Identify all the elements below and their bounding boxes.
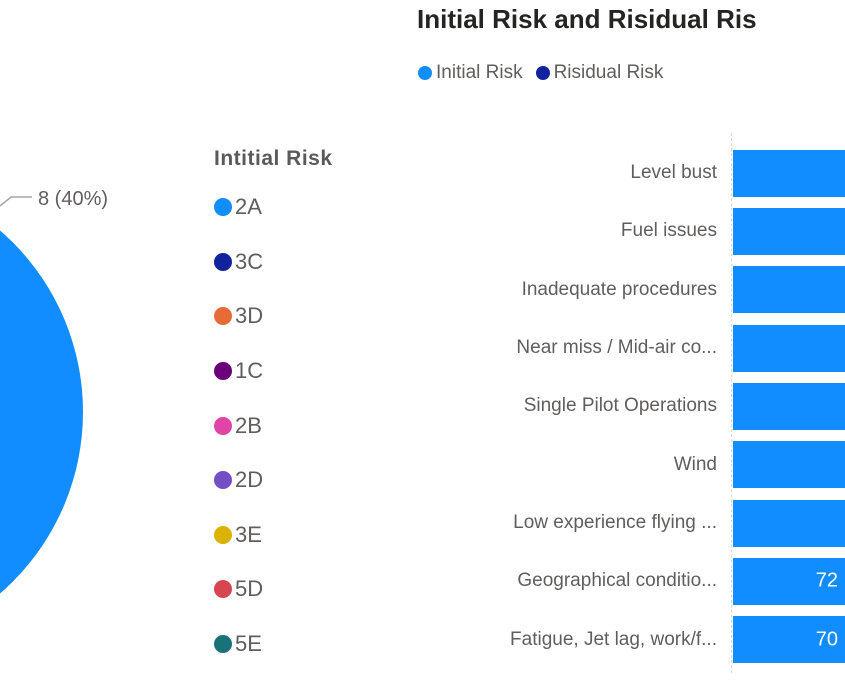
pie-legend-item-label: 1C (235, 358, 264, 384)
initial-risk-bar[interactable] (733, 441, 845, 489)
bar-track (733, 324, 845, 372)
category-label: Geographical conditio... (517, 570, 717, 592)
pie-legend-item-label: 3E (235, 521, 262, 547)
bar-chart-plot-area: Level bust Fuel issues Inadequate procedur… (0, 144, 845, 669)
pie-legend-item-3c[interactable]: 3C (214, 235, 394, 290)
bar-row: Near miss / Mid-air co... (0, 319, 845, 377)
bar-row: Level bust (0, 144, 845, 202)
bar-row: Inadequate procedures (0, 261, 845, 319)
legend-swatch-icon (418, 66, 432, 80)
initial-risk-bar[interactable] (733, 616, 845, 664)
legend-swatch-icon (214, 635, 232, 654)
pie-legend-title: Intitial Risk (214, 147, 333, 170)
bar-chart-legend: Initial Risk Risidual Risk (418, 62, 663, 84)
legend-swatch-icon (214, 307, 232, 326)
initial-risk-bar[interactable] (733, 499, 845, 547)
pie-slice-label: 8 (40%) (38, 188, 109, 210)
pie-legend-item-label: 2A (235, 194, 262, 220)
legend-swatch-icon (214, 198, 232, 217)
bar-row: Single Pilot Operations (0, 377, 845, 435)
initial-risk-bar[interactable] (733, 149, 845, 197)
bar-legend-item-label: Initial Risk (436, 62, 523, 83)
pie-legend-items: 2A 3C 3D 1C 2B 2D 3E 5D 5E (214, 180, 394, 671)
bar-track (733, 149, 845, 197)
pie-legend-item-3e[interactable]: 3E (214, 508, 394, 563)
bar-legend-item-initial-risk[interactable]: Initial Risk (418, 62, 523, 84)
category-label: Fatigue, Jet lag, work/f... (510, 628, 717, 650)
legend-swatch-icon (214, 580, 232, 599)
initial-risk-bar[interactable] (733, 266, 845, 314)
pie-legend-item-label: 2B (235, 412, 262, 438)
legend-swatch-icon (535, 66, 550, 80)
pie-legend-item-label: 3D (235, 303, 264, 329)
bar-track (733, 382, 845, 430)
pie-legend-item-5d[interactable]: 5D (214, 562, 394, 617)
category-label: Level bust (630, 162, 717, 184)
bar-track: 70 (733, 616, 845, 664)
category-label: Near miss / Mid-air co... (516, 337, 717, 359)
bar-row: Fuel issues (0, 202, 845, 260)
bar-row: Wind (0, 436, 845, 494)
bar-track (733, 441, 845, 489)
bar-track (733, 207, 845, 255)
legend-swatch-icon (214, 362, 232, 381)
pie-legend-item-5e[interactable]: 5E (214, 617, 394, 672)
category-label: Low experience flying ... (513, 512, 717, 534)
bar-data-label: 70 (815, 628, 838, 651)
legend-swatch-icon (214, 252, 232, 271)
category-axis-line (731, 133, 732, 673)
pie-label-leader-line (0, 196, 32, 207)
pie-legend-item-2d[interactable]: 2D (214, 453, 394, 508)
bar-track (733, 499, 845, 547)
bar-row: Fatigue, Jet lag, work/f... 70 (0, 611, 845, 669)
initial-risk-bar[interactable] (733, 382, 845, 430)
legend-swatch-icon (214, 471, 232, 490)
initial-risk-bar[interactable] (733, 557, 845, 605)
pie-legend-item-2b[interactable]: 2B (214, 398, 394, 453)
category-label: Fuel issues (620, 220, 717, 242)
category-label: Inadequate procedures (521, 278, 717, 300)
bar-track: 72 (733, 557, 845, 605)
legend-swatch-icon (214, 416, 232, 435)
pie-legend-item-3d[interactable]: 3D (214, 289, 394, 344)
bar-track (733, 266, 845, 314)
pie-legend-item-label: 3C (235, 248, 264, 274)
bar-legend-item-label: Risidual Risk (553, 62, 664, 83)
bar-row: Geographical conditio... 72 (0, 552, 845, 610)
pie-legend-item-2a[interactable]: 2A (214, 180, 394, 235)
category-label: Wind (673, 453, 717, 475)
pie-legend: Intitial Risk 2A 3C 3D 1C 2B 2D 3E 5D 5E (214, 144, 394, 671)
initial-risk-bar[interactable] (733, 324, 845, 372)
pie-legend-item-label: 5D (235, 576, 264, 602)
legend-swatch-icon (214, 525, 232, 544)
pie-legend-item-label: 5E (235, 631, 262, 657)
category-label: Single Pilot Operations (523, 395, 717, 417)
bar-legend-item-risidual-risk[interactable]: Risidual Risk (535, 62, 664, 84)
initial-risk-bar[interactable] (733, 207, 845, 255)
pie-legend-item-label: 2D (235, 467, 264, 493)
bar-row: Low experience flying ... (0, 494, 845, 552)
bar-data-label: 72 (815, 569, 838, 592)
pie-legend-item-1c[interactable]: 1C (214, 344, 394, 399)
bar-chart-title: Initial Risk and Risidual Ris (417, 4, 757, 34)
